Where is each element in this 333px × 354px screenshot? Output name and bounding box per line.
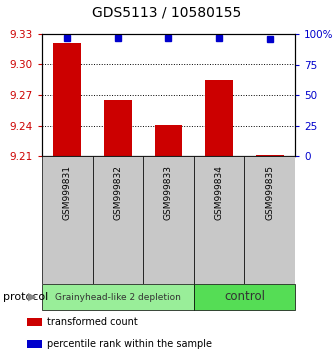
Bar: [42, 284, 194, 310]
Text: GSM999832: GSM999832: [114, 165, 123, 220]
Text: GDS5113 / 10580155: GDS5113 / 10580155: [92, 6, 241, 20]
Text: percentile rank within the sample: percentile rank within the sample: [47, 339, 211, 349]
Bar: [256, 155, 284, 156]
Bar: [155, 126, 182, 156]
Text: control: control: [224, 291, 265, 303]
Text: GSM999831: GSM999831: [63, 165, 72, 220]
Text: ▶: ▶: [28, 292, 36, 302]
Text: Grainyhead-like 2 depletion: Grainyhead-like 2 depletion: [55, 292, 181, 302]
Bar: [205, 80, 233, 156]
Bar: [244, 156, 295, 284]
Bar: [53, 43, 81, 156]
Text: GSM999833: GSM999833: [164, 165, 173, 220]
Text: GSM999835: GSM999835: [265, 165, 274, 220]
Bar: [42, 156, 93, 284]
Bar: [104, 100, 132, 156]
Text: protocol: protocol: [3, 292, 49, 302]
Bar: [27, 318, 42, 326]
Text: transformed count: transformed count: [47, 317, 138, 327]
Text: GSM999834: GSM999834: [214, 165, 223, 220]
Bar: [143, 156, 194, 284]
Bar: [27, 340, 42, 348]
Bar: [194, 284, 295, 310]
Bar: [93, 156, 143, 284]
Bar: [194, 156, 244, 284]
